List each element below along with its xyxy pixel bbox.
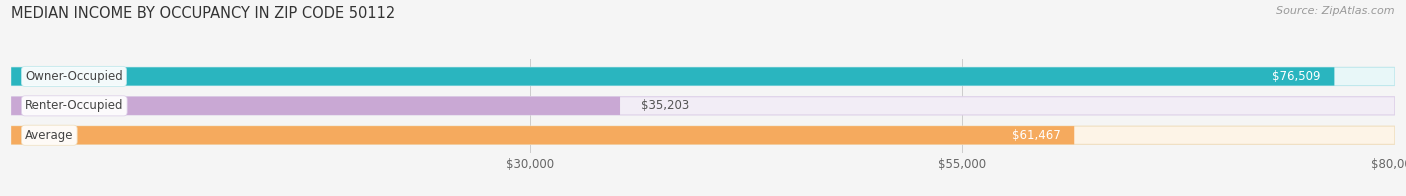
FancyBboxPatch shape bbox=[11, 126, 1395, 144]
Text: $61,467: $61,467 bbox=[1012, 129, 1060, 142]
FancyBboxPatch shape bbox=[11, 97, 620, 115]
FancyBboxPatch shape bbox=[11, 97, 1395, 115]
Text: Source: ZipAtlas.com: Source: ZipAtlas.com bbox=[1277, 6, 1395, 16]
Text: Owner-Occupied: Owner-Occupied bbox=[25, 70, 122, 83]
Text: Average: Average bbox=[25, 129, 73, 142]
FancyBboxPatch shape bbox=[11, 67, 1395, 86]
FancyBboxPatch shape bbox=[11, 67, 1334, 86]
Text: $35,203: $35,203 bbox=[641, 99, 689, 112]
Text: MEDIAN INCOME BY OCCUPANCY IN ZIP CODE 50112: MEDIAN INCOME BY OCCUPANCY IN ZIP CODE 5… bbox=[11, 6, 395, 21]
Text: $76,509: $76,509 bbox=[1272, 70, 1320, 83]
Text: Renter-Occupied: Renter-Occupied bbox=[25, 99, 124, 112]
FancyBboxPatch shape bbox=[11, 126, 1074, 144]
